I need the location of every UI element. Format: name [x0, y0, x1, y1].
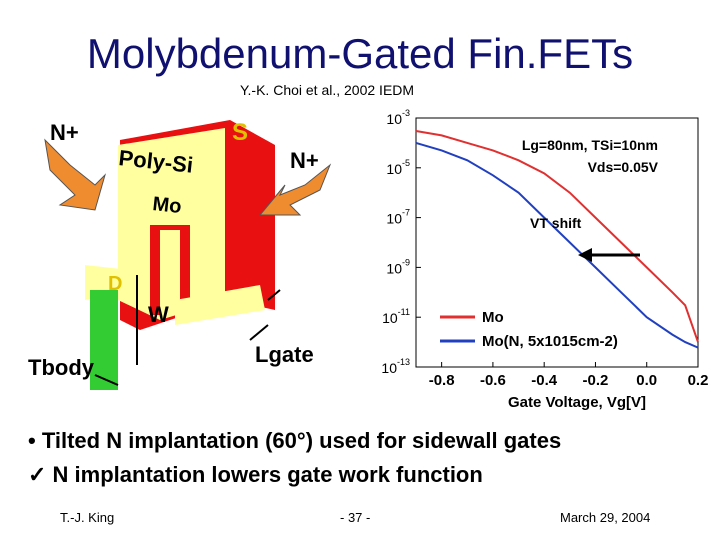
bullet: • Tilted N implantation (60°) used for s…: [28, 428, 562, 453]
x-tick-label: -0.6: [480, 372, 506, 389]
citation: Y.-K. Choi et al., 2002 IEDM: [240, 82, 415, 98]
label: Tbody: [28, 355, 95, 380]
label: S: [232, 119, 248, 146]
label: N+: [50, 120, 79, 145]
plot-frame: [415, 117, 699, 368]
bullet-text: Tilted N implantation (60°) used for sid…: [41, 428, 562, 453]
label: D: [108, 273, 122, 295]
y-tick-label: 10-3: [386, 108, 410, 127]
x-axis-label: Gate Voltage, Vg[V]: [508, 394, 646, 411]
tbody-dim: [94, 374, 119, 386]
source-pad: [175, 285, 265, 325]
label: Lgate: [255, 342, 314, 367]
footer-author: T.-J. King: [60, 510, 115, 525]
arrowhead: [578, 248, 592, 262]
arrow-right: [258, 163, 332, 216]
y-tick-label: 10-9: [386, 257, 410, 276]
legend-label: Mo: [482, 309, 504, 326]
plot: 10-3 10-5 10-7 10-9 10-11 10-13 -0.8 -0.6 -0.4 -0…: [381, 108, 708, 411]
line: [415, 141, 699, 349]
x-tick-label: -0.4: [531, 372, 558, 389]
lgate-dim: [267, 289, 281, 301]
y-tick-label: 10-11: [382, 307, 410, 326]
line: [415, 130, 699, 343]
bullet: ✓ N implantation lowers gate work functi…: [28, 462, 483, 487]
x-tick-label: 0.0: [636, 372, 657, 389]
label: N+: [290, 148, 319, 173]
footer-page: - 37 -: [340, 510, 371, 525]
x-tick-label: 0.2: [688, 372, 709, 389]
label: W: [148, 302, 169, 327]
y-tick-label: 10-7: [386, 208, 410, 227]
annotation: Vds=0.05V: [588, 159, 659, 175]
poly-si: [118, 128, 225, 320]
gate-side: [230, 120, 275, 310]
y-tick-label: 10-13: [381, 357, 410, 376]
arrow-left: [44, 138, 107, 211]
footer-date: March 29, 2004: [560, 510, 651, 525]
label: Mo: [151, 193, 182, 218]
annotation: Lg=80nm, TSi=10nm: [522, 137, 658, 153]
legend-label: Mo(N, 5x1015cm-2): [482, 333, 618, 350]
x-tick-label: -0.2: [583, 372, 609, 389]
annotation: VT shift: [530, 215, 582, 231]
bullet-text: N implantation lowers gate work function: [52, 462, 483, 487]
y-tick-label: 10-5: [386, 158, 410, 177]
fin: [160, 230, 180, 315]
body: [90, 290, 118, 390]
title: Molybdenum-Gated Fin.FETs: [86, 30, 634, 77]
x-tick-label: -0.8: [429, 372, 455, 389]
lgate-dim: [249, 324, 269, 341]
